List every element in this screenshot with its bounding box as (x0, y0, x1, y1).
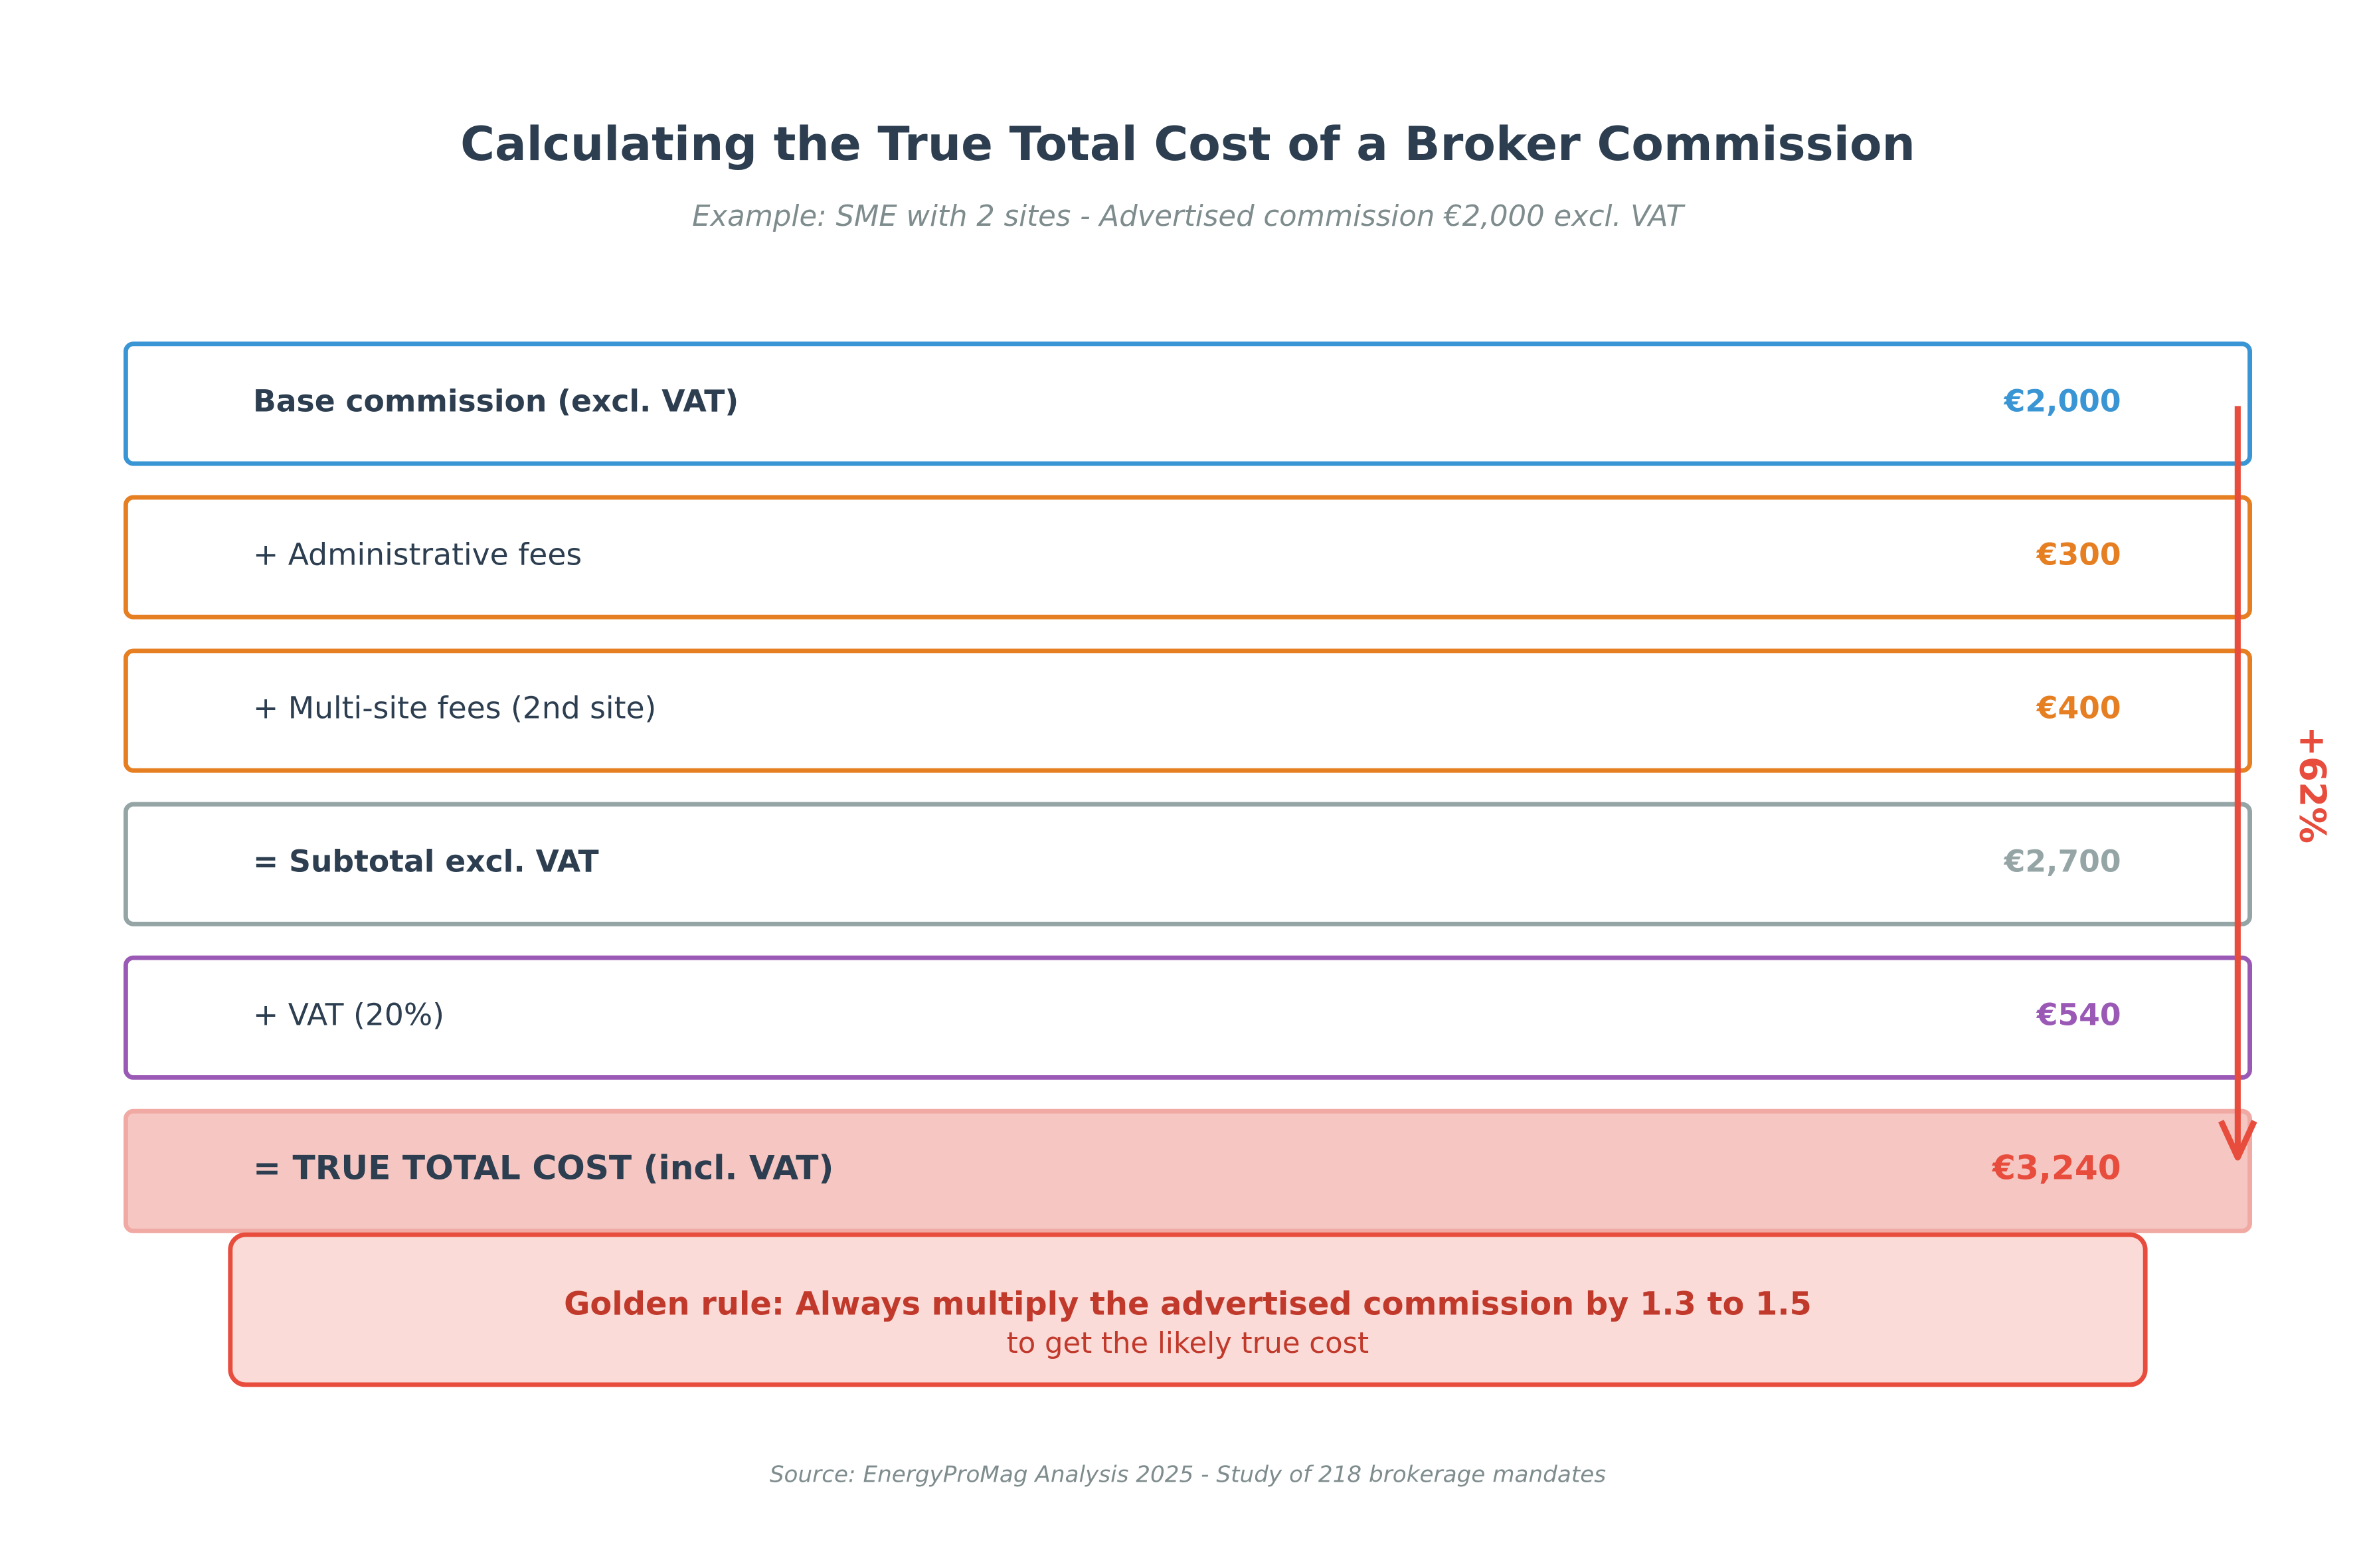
rows: Base commission (excl. VAT) €2,000 + Admin… (123, 341, 2252, 1233)
increase-label: +62% (2292, 726, 2334, 843)
row-value: €300 (2036, 537, 2121, 572)
row-box (123, 955, 2252, 1080)
row-value: €540 (2036, 998, 2121, 1033)
row-box (123, 1108, 2252, 1233)
rule-box (228, 1232, 2148, 1387)
row-value: €2,000 (2004, 383, 2121, 418)
row-label: + VAT (20%) (253, 998, 444, 1033)
rule-title: Golden rule: Always multiply the adverti… (564, 1286, 1812, 1322)
row-value: €3,240 (1992, 1148, 2121, 1187)
title: Calculating the True Total Cost of a Bro… (460, 116, 1915, 171)
row-box (123, 802, 2252, 926)
row-value: €2,700 (2004, 844, 2121, 879)
rule-text: to get the likely true cost (1007, 1327, 1369, 1360)
row-box (123, 341, 2252, 466)
subtitle: Example: SME with 2 sites - Advertised c… (692, 200, 1686, 233)
row-label: = Subtotal excl. VAT (253, 844, 599, 879)
row-value: €400 (2036, 690, 2121, 725)
row-box (123, 648, 2252, 773)
arrow-head (2218, 1120, 2257, 1161)
row-label: Base commission (excl. VAT) (253, 383, 739, 418)
row-label: + Administrative fees (253, 537, 582, 572)
row-label: + Multi-site fees (2nd site) (253, 690, 656, 725)
row-label: = TRUE TOTAL COST (incl. VAT) (253, 1148, 833, 1187)
source: Source: EnergyProMag Analysis 2025 - Stu… (770, 1461, 1606, 1488)
row-box (123, 495, 2252, 620)
